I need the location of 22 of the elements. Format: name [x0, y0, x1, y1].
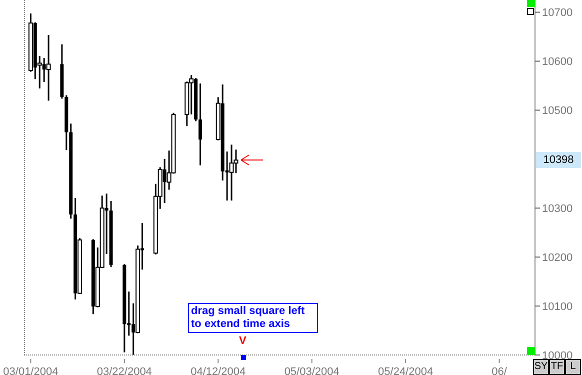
- x-tick-label: 06/: [492, 366, 508, 375]
- y-tick-label: 10300: [542, 203, 573, 216]
- x-tick-label: 03/22/2004: [96, 366, 152, 375]
- y-tick-label: 10700: [542, 7, 573, 20]
- text: 10398: [536, 152, 581, 168]
- x-tick-label: 03/01/2004: [3, 366, 58, 375]
- candlestick: [46, 34, 51, 101]
- annotation: V: [239, 335, 246, 347]
- y-tick-label: 10000: [542, 350, 573, 362]
- x-tick-label: 05/03/2004: [284, 366, 340, 375]
- text: SY: [533, 359, 549, 375]
- annotation: drag small square left to extend time axis: [188, 303, 318, 333]
- text: TF: [549, 359, 565, 375]
- x-tick-label: 04/12/2004: [190, 366, 246, 375]
- y-tick-label: 10600: [542, 56, 573, 68]
- y-tick-label: 10500: [542, 105, 573, 118]
- y-tick-label: 10100: [542, 300, 573, 313]
- y-tick-label: 10200: [542, 252, 573, 264]
- candlestick: [198, 83, 202, 166]
- x-tick-label: 05/24/2004: [378, 366, 434, 375]
- text: L: [565, 359, 581, 375]
- candlestick: [229, 144, 234, 201]
